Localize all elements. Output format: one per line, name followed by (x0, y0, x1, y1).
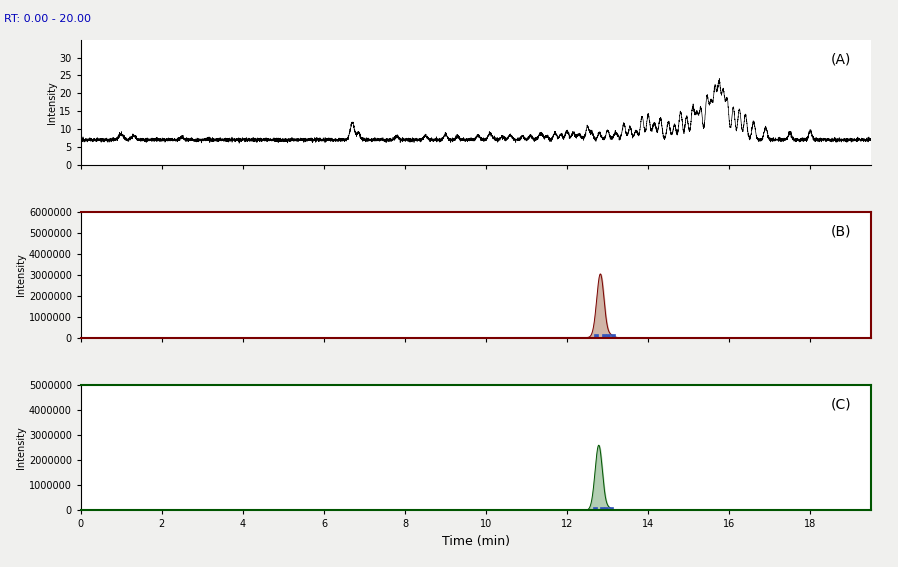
Text: (A): (A) (831, 52, 851, 66)
Text: (C): (C) (831, 397, 851, 412)
Y-axis label: Intensity: Intensity (16, 426, 26, 469)
Y-axis label: Intensity: Intensity (47, 81, 57, 124)
Y-axis label: Intensity: Intensity (16, 253, 26, 297)
Text: (B): (B) (831, 225, 851, 239)
X-axis label: Time (min): Time (min) (442, 535, 510, 548)
Text: RT: 0.00 - 20.00: RT: 0.00 - 20.00 (4, 14, 92, 24)
